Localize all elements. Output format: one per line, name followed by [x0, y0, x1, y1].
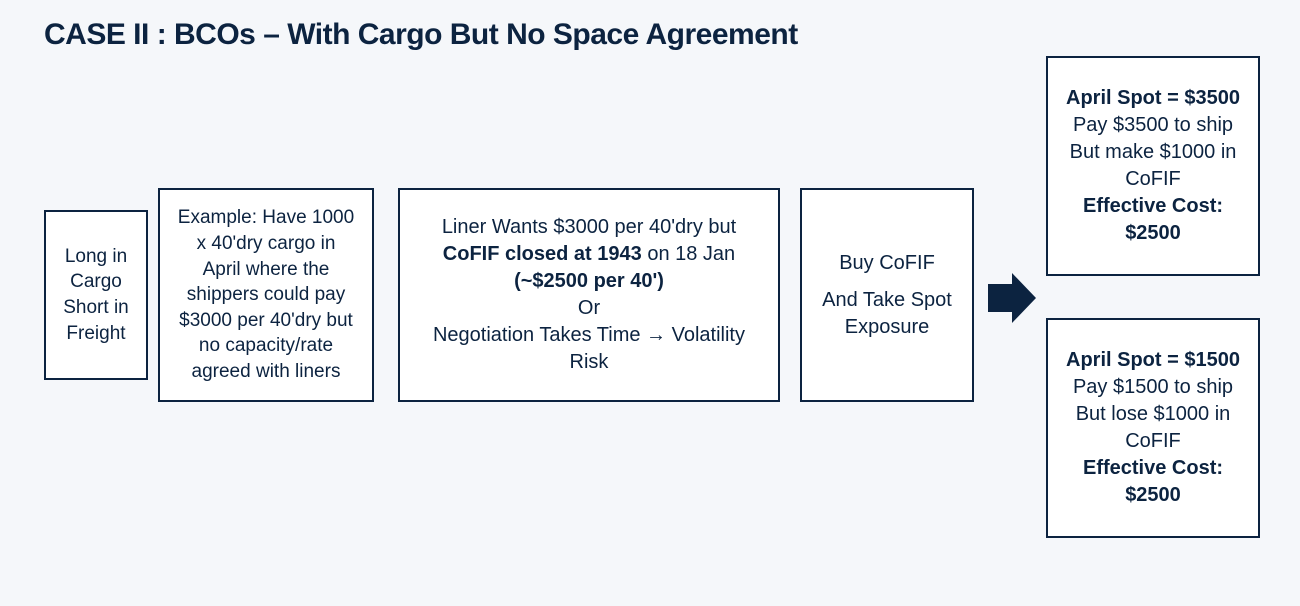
box-line: Negotiation Takes Time → Volatility — [433, 322, 745, 349]
box-line: $2500 — [1125, 220, 1181, 247]
flow-box-3: Liner Wants $3000 per 40'dry butCoFIF cl… — [398, 188, 780, 402]
box-line: April Spot = $3500 — [1066, 85, 1240, 112]
box-line: Pay $1500 to ship — [1073, 374, 1233, 401]
diagram-title: CASE II : BCOs – With Cargo But No Space… — [44, 18, 798, 52]
box-line: (~$2500 per 40') — [514, 268, 664, 295]
box-line: no capacity/rate — [199, 333, 333, 359]
box-line: Exposure — [845, 314, 930, 341]
box-line: agreed with liners — [192, 359, 341, 385]
flow-box-2: Example: Have 1000x 40'dry cargo inApril… — [158, 188, 374, 402]
box-line: But lose $1000 in — [1076, 401, 1231, 428]
box-line: shippers could pay — [187, 282, 345, 308]
arrow-head-icon — [1012, 273, 1036, 323]
box-line: Short in — [63, 295, 128, 321]
box-line: Buy CoFIF — [839, 250, 935, 277]
box-line: Long in — [65, 244, 127, 270]
box-line: Example: Have 1000 — [178, 205, 354, 231]
outcome-box-low: April Spot = $1500Pay $1500 to shipBut l… — [1046, 318, 1260, 538]
box-line: Risk — [570, 349, 609, 376]
box-line: CoFIF — [1125, 166, 1181, 193]
box-line: Freight — [66, 321, 125, 347]
box-line: $2500 — [1125, 482, 1181, 509]
box-line — [884, 277, 890, 287]
box-line: Effective Cost: — [1083, 455, 1223, 482]
box-line: Cargo — [70, 269, 122, 295]
box-line: Pay $3500 to ship — [1073, 112, 1233, 139]
box-line: But make $1000 in — [1070, 139, 1237, 166]
box-line: CoFIF closed at 1943 on 18 Jan — [443, 241, 735, 268]
arrow-icon — [988, 284, 1012, 312]
box-line: And Take Spot — [822, 287, 952, 314]
box-line: April Spot = $1500 — [1066, 347, 1240, 374]
flow-box-1: Long inCargoShort inFreight — [44, 210, 148, 380]
box-line: April where the — [203, 257, 330, 283]
box-line: $3000 per 40'dry but — [179, 308, 353, 334]
box-line: x 40'dry cargo in — [197, 231, 336, 257]
box-line: Liner Wants $3000 per 40'dry but — [442, 214, 736, 241]
box-line: CoFIF — [1125, 428, 1181, 455]
box-line: Effective Cost: — [1083, 193, 1223, 220]
box-line: Or — [578, 295, 600, 322]
outcome-box-high: April Spot = $3500Pay $3500 to shipBut m… — [1046, 56, 1260, 276]
flow-box-4: Buy CoFIF And Take SpotExposure — [800, 188, 974, 402]
